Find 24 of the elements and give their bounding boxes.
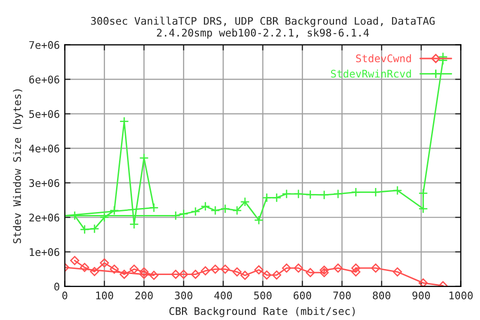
x-tick-label: 800	[372, 292, 390, 300]
y-tick-label: 5e+06	[29, 110, 60, 118]
x-tick-label: 700	[333, 292, 351, 300]
chart-title: 300sec VanillaTCP DRS, UDP CBR Background Load, DataTAG 2.4.20smp web100-2.2.1, sk98-6.1.4	[91, 16, 435, 39]
y-tick-label: 1e+06	[30, 248, 60, 256]
y-tick-label: 4e+06	[29, 144, 60, 152]
y-tick-label: 0	[54, 282, 60, 291]
x-tick-label: 900	[412, 292, 430, 300]
x-tick-label: 400	[214, 292, 232, 300]
x-tick-label: 0	[62, 292, 68, 300]
y-tick-label: 3e+06	[29, 179, 60, 187]
x-tick-label: 1000	[450, 292, 473, 300]
legend-label: StdevRwinRcvd	[331, 70, 411, 78]
y-axis-title: Stdev Window Size (bytes)	[12, 89, 24, 244]
x-tick-label: 200	[135, 292, 153, 300]
legend-label: StdevCwnd	[356, 54, 411, 62]
x-tick-label: 600	[294, 292, 312, 300]
y-tick-label: 6e+06	[29, 76, 60, 84]
x-axis-title: CBR Background Rate (mbit/sec)	[169, 306, 355, 318]
y-tick-label: 7e+06	[29, 41, 60, 49]
x-tick-label: 300	[174, 292, 192, 300]
x-tick-label: 500	[254, 292, 272, 300]
y-tick-label: 2e+06	[29, 214, 60, 222]
x-tick-label: 100	[96, 292, 114, 300]
